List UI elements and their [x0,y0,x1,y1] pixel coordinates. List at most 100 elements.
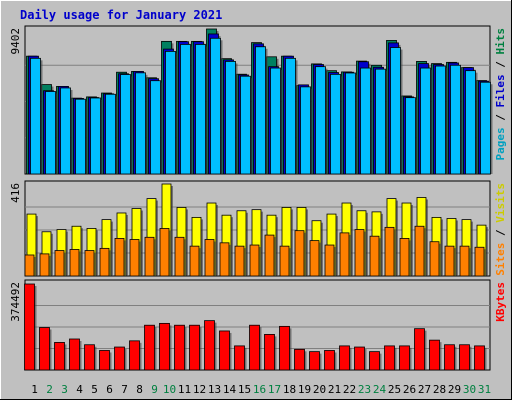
bar-kbytes-30 [459,344,470,371]
x-tick-25: 25 [388,383,401,396]
bar-pages-23 [360,67,371,175]
x-tick-17: 17 [268,383,281,396]
bar-sites-16 [249,244,260,277]
bar-pages-1 [30,57,41,175]
bar-pages-8 [135,72,146,175]
x-tick-1: 1 [31,383,38,396]
legend-entry: Files [494,74,507,107]
bar-pages-29 [450,64,461,175]
bar-pages-11 [180,44,191,175]
legend-entry: Pages [494,127,507,160]
bar-sites-9 [144,236,155,277]
legend-entry: Visits [494,183,507,223]
bar-pages-30 [465,70,476,175]
bar-kbytes-3 [54,342,65,371]
bar-pages-7 [120,74,131,175]
bar-kbytes-29 [444,344,455,371]
bar-sites-10 [159,228,170,277]
bar-sites-4 [69,249,80,277]
legend-entry: Sites [494,243,507,276]
x-tick-3: 3 [61,383,68,396]
panel-kbytes: 374492 KBytes [9,279,507,371]
bar-sites-23 [354,229,365,277]
bar-kbytes-21 [324,350,335,371]
x-tick-24: 24 [373,383,387,396]
bar-kbytes-11 [174,324,185,371]
x-tick-2: 2 [46,383,53,396]
bar-sites-11 [174,236,185,277]
panel-hits-files-pages: 9402 Pages / Files / Hits [9,25,507,175]
x-tick-29: 29 [448,383,461,396]
bar-pages-27 [420,67,431,175]
x-tick-7: 7 [121,383,128,396]
legend-entry: KBytes [494,282,507,322]
bar-sites-28 [429,241,440,277]
bar-pages-18 [285,57,296,175]
x-tick-14: 14 [223,383,237,396]
bar-pages-17 [270,67,281,175]
bar-sites-21 [324,244,335,277]
x-tick-4: 4 [76,383,83,396]
bar-sites-25 [384,226,395,277]
bar-sites-12 [189,245,200,277]
bar-kbytes-6 [99,350,110,371]
legend-entry: / [494,55,507,75]
bar-sites-15 [234,245,245,277]
legend-entry: / [494,108,507,128]
bar-sites-29 [444,245,455,277]
bar-kbytes-1 [24,283,35,371]
x-tick-labels: 1 2 3 4 5 6 7 8 9 10 11 12 13 14 15 16 17 18 19 20 21 22 23 24 2… [31,383,491,396]
bar-pages-2 [45,91,56,175]
bar-sites-7 [114,238,125,277]
legend-entry: / [494,223,507,243]
chart-title: Daily usage for January 2021 [20,8,222,22]
bar-pages-13 [210,37,221,175]
bar-pages-12 [195,44,206,175]
x-tick-27: 27 [418,383,431,396]
bar-sites-31 [474,246,485,277]
bar-kbytes-13 [204,320,215,371]
bar-kbytes-31 [474,345,485,371]
bar-kbytes-18 [279,325,290,371]
bar-kbytes-14 [219,330,230,371]
bar-kbytes-12 [189,324,200,371]
bar-pages-3 [60,87,71,175]
bar-sites-1 [24,254,35,277]
bar-pages-15 [240,75,251,175]
chart-panels: 9402 Pages / Files / Hits 416 Sites / Visit… [9,25,507,371]
x-tick-11: 11 [178,383,191,396]
x-tick-6: 6 [106,383,113,396]
series-sites [24,225,486,277]
side-legend: Sites / Visits [494,183,507,276]
bar-pages-28 [435,65,446,175]
bar-pages-19 [300,86,311,175]
x-tick-22: 22 [343,383,356,396]
y-max-label: 416 [9,183,22,203]
bar-sites-27 [414,225,425,277]
bar-sites-8 [129,239,140,277]
bar-pages-16 [255,46,266,175]
bar-pages-26 [405,97,416,175]
x-tick-18: 18 [283,383,296,396]
legend-entry: Hits [494,28,507,55]
x-tick-5: 5 [91,383,98,396]
series-pages [30,37,493,175]
bar-kbytes-4 [69,338,80,371]
bar-pages-22 [345,72,356,175]
x-tick-12: 12 [193,383,206,396]
bar-sites-30 [459,245,470,277]
bar-kbytes-17 [264,334,275,371]
bar-kbytes-15 [234,345,245,371]
bar-pages-14 [225,61,236,175]
x-tick-13: 13 [208,383,221,396]
bar-pages-24 [375,68,386,175]
x-tick-16: 16 [253,383,266,396]
bar-kbytes-20 [309,351,320,371]
x-tick-21: 21 [328,383,341,396]
bar-pages-6 [105,93,116,175]
x-tick-28: 28 [433,383,446,396]
bar-pages-25 [390,47,401,175]
bar-kbytes-7 [114,346,125,371]
y-max-label: 9402 [9,28,22,55]
